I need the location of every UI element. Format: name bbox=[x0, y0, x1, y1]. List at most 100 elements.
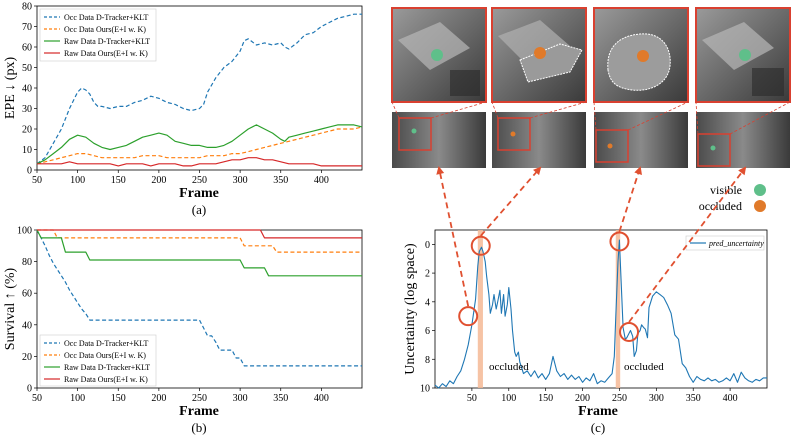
occluded-point-dot bbox=[534, 47, 546, 59]
x-tick-label: 250 bbox=[612, 393, 627, 404]
series-line-0 bbox=[36, 229, 362, 367]
y-tick-label: 50 bbox=[22, 63, 32, 74]
x-tick-label: 100 bbox=[501, 393, 516, 404]
y-tick-label: 100 bbox=[17, 226, 32, 237]
y-tick-label: 0 bbox=[27, 384, 32, 395]
x-tick-label: 200 bbox=[151, 175, 166, 186]
y-tick-label: 6 bbox=[425, 326, 430, 337]
panel-b-legend: Occ Data D-Tracker+KLT Occ Data Ours(E+I… bbox=[39, 334, 157, 387]
scene-frame-4 bbox=[696, 112, 790, 168]
series-line-2 bbox=[36, 229, 362, 277]
x-tick-label: 100 bbox=[70, 175, 85, 186]
scene-frame-2 bbox=[492, 112, 586, 168]
zoom-tile-3 bbox=[593, 7, 689, 103]
visibility-legend: visible occluded bbox=[699, 183, 766, 213]
x-tick-label: 400 bbox=[314, 175, 329, 186]
panel-a-xlabel: Frame bbox=[179, 186, 219, 201]
scene-frame-1 bbox=[392, 112, 486, 168]
panel-a-caption: (a) bbox=[192, 202, 206, 217]
y-tick-label: 10 bbox=[420, 384, 430, 395]
arrow-head bbox=[533, 166, 542, 176]
y-tick-label: 10 bbox=[22, 145, 32, 156]
panel-b-xlabel: Frame bbox=[179, 404, 219, 419]
arrow-to-frame-2 bbox=[480, 167, 541, 237]
x-tick-label: 50 bbox=[32, 393, 42, 404]
highlight-circle-4 bbox=[619, 321, 640, 342]
panel-c-caption: (c) bbox=[591, 420, 605, 435]
arrow-to-frame-3 bbox=[618, 167, 641, 232]
x-tick-label: 150 bbox=[111, 175, 126, 186]
panel-c-uncertainty-chart: 50 100 150 200 250 300 350 400 0 2 4 6 8 10 Uncertain… bbox=[403, 229, 768, 435]
legend-a-occ-dtracker: Occ Data D-Tracker+KLT bbox=[64, 13, 148, 22]
y-tick-label: 40 bbox=[22, 84, 32, 95]
y-tick-label: 70 bbox=[22, 22, 32, 33]
x-tick-label: 400 bbox=[723, 393, 738, 404]
y-tick-label: 40 bbox=[22, 320, 32, 331]
panel-b-caption: (b) bbox=[191, 420, 206, 435]
scene-frame-3 bbox=[594, 112, 688, 168]
visible-point-dot bbox=[739, 49, 751, 61]
x-tick-label: 350 bbox=[686, 393, 701, 404]
y-tick-label: 20 bbox=[22, 352, 32, 363]
panel-a-epe-chart: 50 100 150 200 250 300 350 400 0 10 20 30 40 50 60 70 80… bbox=[3, 2, 363, 217]
legend-visible-dot bbox=[754, 184, 766, 196]
arrow-head bbox=[436, 166, 445, 175]
y-tick-label: 80 bbox=[22, 2, 32, 13]
arrow-to-frame-1 bbox=[438, 167, 470, 307]
x-tick-label: 350 bbox=[273, 393, 288, 404]
x-tick-label: 100 bbox=[70, 393, 85, 404]
zoom-guide-lines bbox=[391, 101, 791, 135]
x-tick-label: 150 bbox=[111, 393, 126, 404]
series-line-2 bbox=[36, 124, 363, 165]
panel-c-axes-frame bbox=[434, 229, 768, 389]
arrow-head bbox=[634, 166, 642, 175]
highlight-circle-3 bbox=[609, 231, 630, 252]
x-tick-label: 150 bbox=[538, 393, 553, 404]
y-tick-label: 0 bbox=[425, 240, 430, 251]
legend-occluded-dot bbox=[754, 200, 766, 212]
x-tick-label: 300 bbox=[649, 393, 664, 404]
series-line-3 bbox=[37, 157, 362, 167]
panel-c-ylabel: Uncertainty (log space) bbox=[403, 243, 418, 375]
legend-occluded-label: occluded bbox=[699, 199, 742, 213]
y-tick-label: 4 bbox=[425, 297, 430, 308]
y-tick-label: 80 bbox=[22, 257, 32, 268]
occluded-shaded-region bbox=[477, 230, 483, 388]
highlight-circle-2 bbox=[470, 235, 491, 256]
occluded-point-dot bbox=[637, 50, 649, 62]
x-tick-label: 50 bbox=[32, 175, 42, 186]
panel-a-ylabel: EPE ↓ (px) bbox=[3, 57, 18, 120]
legend-b-occ-ours: Occ Data Ours(E+I w. K) bbox=[64, 351, 146, 360]
highlight-markers bbox=[436, 166, 747, 342]
visible-point-dot bbox=[431, 49, 443, 61]
y-tick-label: 0 bbox=[27, 166, 32, 177]
y-tick-label: 60 bbox=[22, 289, 32, 300]
panel-c-legend: pred_uncertainty bbox=[685, 235, 765, 251]
legend-visible-label: visible bbox=[710, 183, 742, 197]
occluded-annotation-1: occluded bbox=[489, 361, 529, 373]
x-tick-label: 300 bbox=[233, 175, 248, 186]
arrow-head bbox=[738, 166, 747, 176]
panel-b-survival-chart: 50 100 150 200 250 300 350 400 0 20 40 60 80 100 Surv… bbox=[3, 226, 363, 435]
x-tick-label: 200 bbox=[151, 393, 166, 404]
series-line-1 bbox=[37, 229, 362, 253]
legend-b-raw-ours: Raw Data Ours(E+I w. K) bbox=[64, 375, 148, 384]
occluded-shaded-region bbox=[615, 230, 621, 388]
x-tick-label: 200 bbox=[575, 393, 590, 404]
x-tick-label: 350 bbox=[273, 175, 288, 186]
y-tick-label: 60 bbox=[22, 43, 32, 54]
y-tick-label: 2 bbox=[425, 269, 430, 280]
y-tick-label: 8 bbox=[425, 355, 430, 366]
y-tick-label: 20 bbox=[22, 125, 32, 136]
arrow-to-frame-4 bbox=[628, 167, 746, 323]
zoom-tile-2 bbox=[491, 7, 587, 103]
x-tick-label: 250 bbox=[192, 175, 207, 186]
x-tick-label: 400 bbox=[314, 393, 329, 404]
series-line-0 bbox=[434, 239, 767, 389]
x-tick-label: 250 bbox=[192, 393, 207, 404]
panel-c-xlabel: Frame bbox=[578, 404, 618, 419]
zoom-tile-1 bbox=[391, 7, 487, 103]
highlight-circle-1 bbox=[458, 306, 479, 327]
legend-a-raw-ours: Raw Data Ours(E+I w. K) bbox=[64, 49, 148, 58]
